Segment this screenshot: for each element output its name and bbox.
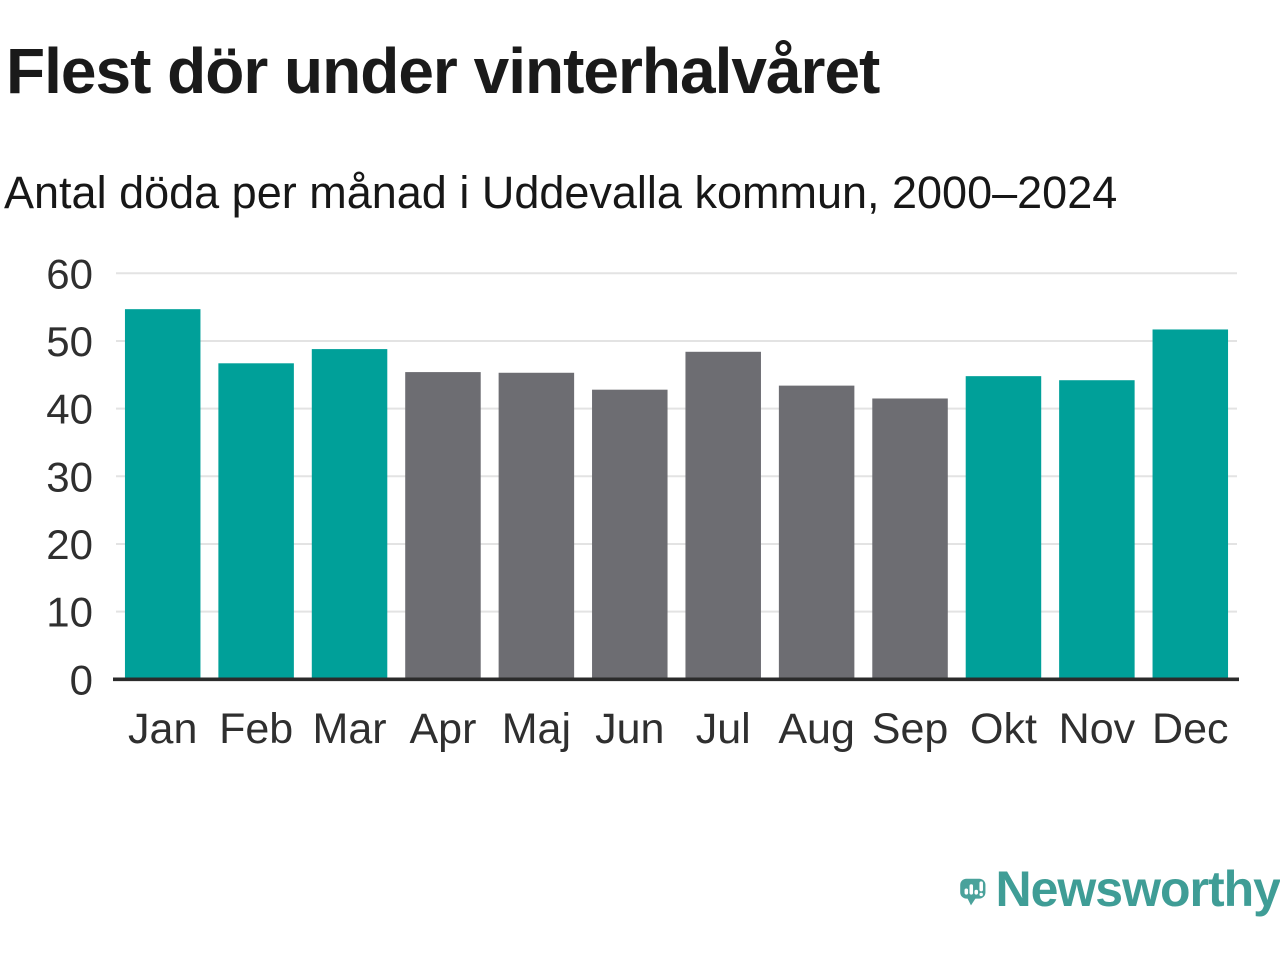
bar-okt [965, 376, 1042, 680]
x-tick-label-mar: Mar [313, 705, 387, 753]
x-tick-label-apr: Apr [409, 705, 476, 753]
x-tick-label-jul: Jul [696, 705, 751, 753]
x-tick-label-sep: Sep [872, 705, 949, 753]
newsworthy-logo-text: Newsworthy [995, 861, 1280, 917]
logo-mini-bars [964, 881, 983, 897]
bar-jul [685, 351, 761, 680]
bar-maj [498, 372, 575, 680]
x-tick-label-maj: Maj [502, 705, 571, 753]
bar-nov [1059, 380, 1135, 680]
bar-aug [778, 385, 855, 680]
y-tick-label-0: 0 [70, 656, 93, 703]
x-tick-label-jun: Jun [595, 705, 664, 753]
x-tick-label-dec: Dec [1152, 705, 1228, 753]
bar-sep [872, 398, 948, 680]
monthly-deaths-bar-chart: 0 10 20 30 40 50 60 Jan Feb Mar Apr Maj Jun Jul Aug Sep… [46, 250, 1239, 753]
y-tick-label-60: 60 [46, 250, 93, 297]
y-tick-label-20: 20 [46, 521, 93, 568]
y-tick-label-40: 40 [46, 386, 93, 433]
x-tick-label-jan: Jan [128, 705, 197, 753]
bar-jun [592, 389, 668, 680]
x-tick-label-feb: Feb [219, 705, 293, 753]
x-tick-label-aug: Aug [778, 705, 855, 753]
x-tick-label-nov: Nov [1059, 705, 1136, 753]
bar-dec [1152, 329, 1229, 680]
chart-title: Flest dör under vinterhalvåret [6, 35, 880, 107]
x-tick-label-okt: Okt [970, 705, 1037, 753]
newsworthy-logo: Newsworthy [960, 858, 1280, 934]
bar-mar [311, 349, 388, 680]
y-tick-label-10: 10 [46, 589, 93, 636]
y-tick-label-50: 50 [46, 318, 93, 365]
y-tick-label-30: 30 [46, 453, 93, 500]
bar-apr [405, 372, 481, 680]
bar-jan [124, 309, 201, 680]
bar-feb [218, 363, 294, 680]
chart-subtitle: Antal döda per månad i Uddevalla kommun,… [4, 167, 1118, 218]
speech-bubble-bar-chart-icon [960, 878, 986, 906]
